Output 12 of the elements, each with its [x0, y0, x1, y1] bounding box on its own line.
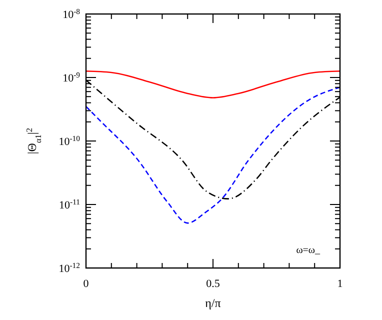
- y-tick-label: 10$^{-11}$: [59, 197, 80, 212]
- x-tick-label: 0: [83, 278, 90, 290]
- line-series: [86, 70, 340, 98]
- x-axis-title: η/π: [205, 296, 221, 310]
- x-tick-label: 1: [337, 278, 343, 290]
- annotation: ω=ω_: [296, 245, 321, 256]
- y-tick-label: 10$^{-10}$: [58, 134, 80, 148]
- y-tick-label: 10$^{-12}$: [58, 260, 80, 275]
- y-tick-label: 10$^{-9}$: [62, 70, 80, 84]
- y-tick-label: 10$^{-8}$: [62, 6, 80, 21]
- x-tick-label: 0.5: [206, 278, 220, 290]
- line-series: [86, 86, 340, 224]
